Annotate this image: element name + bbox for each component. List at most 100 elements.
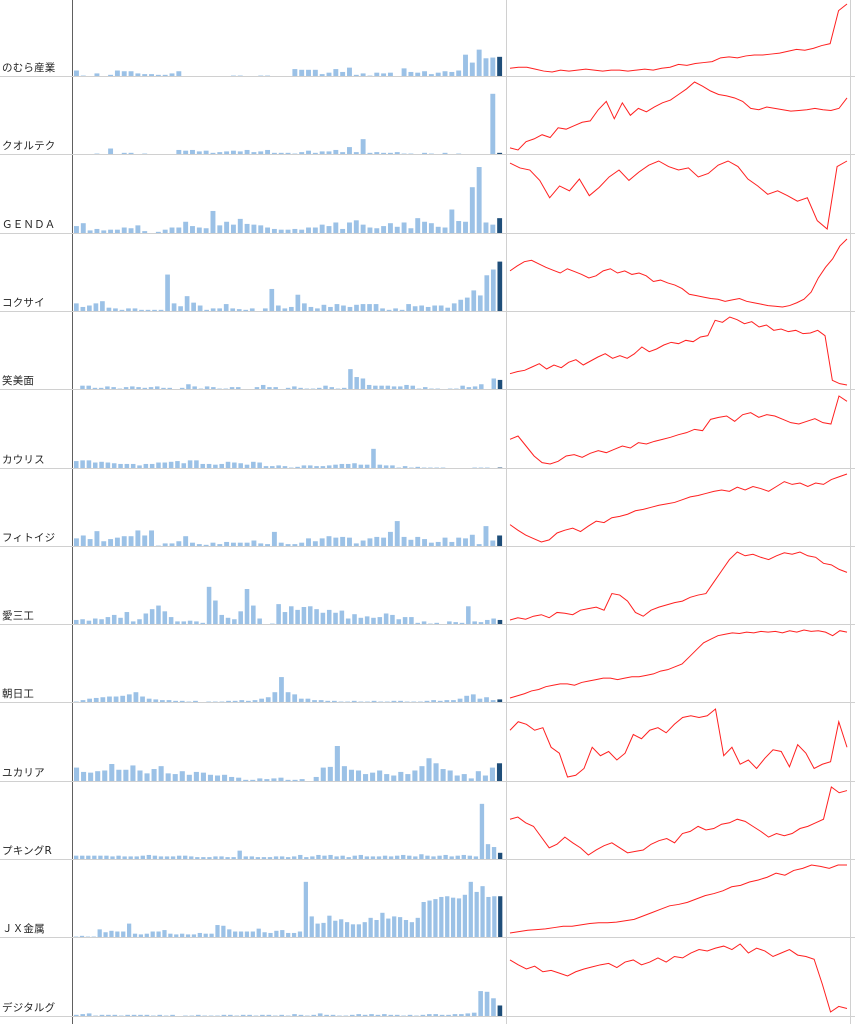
volume-bar <box>224 541 230 547</box>
volume-bar <box>250 931 255 938</box>
volume-bar <box>376 856 382 860</box>
volume-bar <box>353 543 359 547</box>
volume-bar <box>326 151 332 155</box>
volume-bar <box>257 778 263 782</box>
volume-bar <box>348 369 353 390</box>
volume-bar <box>280 930 285 938</box>
volume-bar <box>135 530 141 547</box>
volume-bar <box>485 844 491 860</box>
volume-bar <box>352 855 357 860</box>
volume-bar <box>98 387 104 390</box>
volume-bar <box>428 223 434 234</box>
volume-bar <box>477 295 483 312</box>
volume-bar <box>270 466 275 469</box>
volume-bar <box>128 71 134 77</box>
volume-bar <box>105 386 110 390</box>
volume-bar <box>121 227 127 234</box>
volume-bar <box>110 856 115 860</box>
volume-bar <box>333 464 338 469</box>
price-line-chart <box>509 551 848 621</box>
volume-bar <box>271 778 277 782</box>
volume-bar <box>352 614 357 625</box>
volume-bar <box>295 294 301 312</box>
volume-bar <box>179 700 185 703</box>
volume-bar <box>100 301 105 312</box>
volume-bar <box>108 74 114 77</box>
volume-bar <box>128 536 134 547</box>
volume-bar <box>469 62 475 77</box>
volume-bar <box>155 231 161 234</box>
volume-bar <box>101 541 107 547</box>
volume-bar <box>226 700 231 703</box>
volume-bar <box>146 854 152 860</box>
volume-bar <box>271 531 277 547</box>
volume-bar <box>265 544 271 547</box>
volume-bar <box>334 304 340 312</box>
volume-bar <box>438 305 444 312</box>
volume-bar <box>232 700 238 703</box>
volume-bar <box>222 774 228 782</box>
volume-bar <box>387 152 393 155</box>
volume-bar <box>456 898 462 938</box>
volume-bar <box>386 309 392 312</box>
volume-bar <box>415 466 421 469</box>
volume-bar <box>114 70 120 77</box>
volume-bar <box>193 700 198 703</box>
volume-bar <box>137 465 142 469</box>
volume-bar <box>348 769 354 782</box>
volume-bar <box>260 1014 265 1017</box>
volume-bar <box>228 1014 233 1017</box>
volume-bar <box>408 71 414 77</box>
volume-bar <box>195 857 200 860</box>
volume-bar <box>289 606 294 625</box>
volume-bar <box>200 463 206 469</box>
volume-bar <box>326 226 332 234</box>
volume-bar <box>434 622 439 625</box>
volume-bar <box>210 210 216 234</box>
volume-bar <box>111 387 116 390</box>
volume-bar <box>156 931 161 938</box>
volume-bar <box>92 855 97 860</box>
volume-bar <box>143 463 149 469</box>
volume-bar <box>367 227 373 234</box>
volume-bar <box>456 537 462 547</box>
volume-bar <box>309 916 314 938</box>
volume-bar <box>408 539 414 547</box>
volume-bar <box>87 305 92 312</box>
volume-bar <box>149 463 155 469</box>
volume-bar <box>380 912 385 938</box>
volume-bar <box>265 149 271 155</box>
volume-bar <box>303 881 308 938</box>
volume-bar <box>364 856 370 860</box>
volume-bar <box>382 855 388 860</box>
volume-bar <box>191 302 196 312</box>
volume-bar <box>387 531 393 547</box>
volume-bar <box>207 857 212 860</box>
volume-bar <box>362 922 367 938</box>
row-separator <box>0 702 855 703</box>
volume-bar <box>229 387 235 390</box>
volume-bar <box>299 69 305 77</box>
volume-bar <box>328 854 333 860</box>
volume-bar <box>445 307 451 312</box>
volume-bar <box>472 621 477 625</box>
volume-bar <box>237 218 243 234</box>
volume-bar <box>206 586 212 625</box>
panel-divider-right <box>850 0 851 1024</box>
volume-bar <box>86 460 92 469</box>
volume-bar <box>317 387 322 390</box>
volume-bar <box>425 306 431 312</box>
volume-bar <box>407 1014 413 1017</box>
volume-bar <box>80 385 85 390</box>
volume-bar <box>464 695 470 703</box>
volume-bar <box>285 779 291 782</box>
volume-bar <box>262 932 267 938</box>
volume-bar <box>406 304 411 312</box>
volume-bar <box>394 152 400 155</box>
volume-bar <box>279 677 284 703</box>
stock-row: 笑美面 <box>0 313 855 391</box>
volume-bar <box>175 461 180 469</box>
volume-bar <box>285 152 291 155</box>
volume-bar <box>74 226 79 234</box>
volume-bar <box>244 931 250 938</box>
